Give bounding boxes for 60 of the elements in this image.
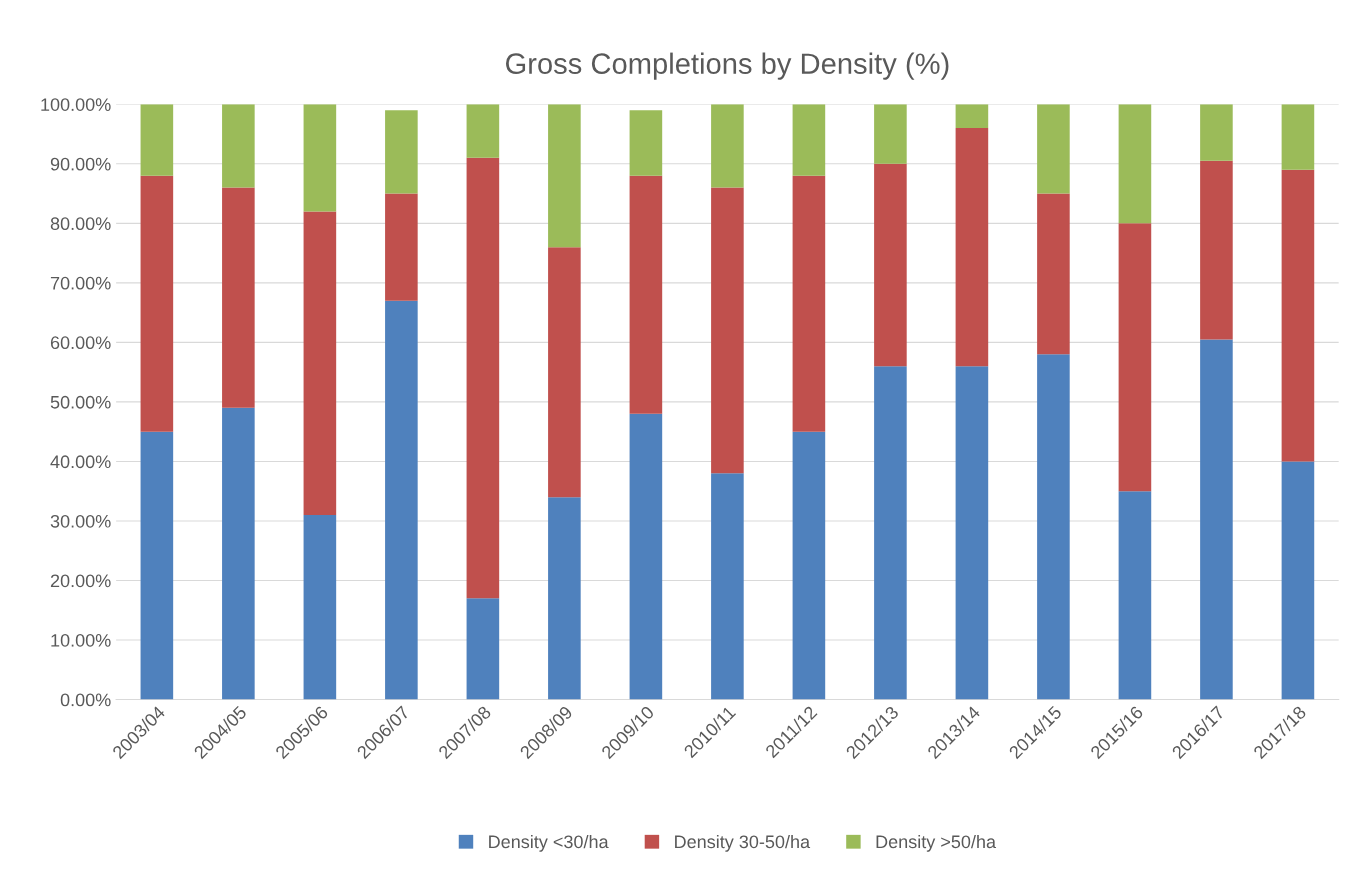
bar bbox=[955, 104, 989, 129]
y-tick-label: 80.00% bbox=[50, 217, 111, 231]
bar bbox=[140, 104, 174, 176]
bar bbox=[1200, 104, 1233, 161]
chart-title: Gross Completions by Density (%) bbox=[506, 52, 949, 80]
bar bbox=[629, 175, 663, 414]
bar bbox=[222, 187, 255, 408]
y-tick-label: 90.00% bbox=[50, 157, 111, 171]
legend-label: Density 30-50/ha bbox=[675, 834, 811, 852]
bar bbox=[955, 366, 989, 700]
bar bbox=[792, 175, 826, 432]
bar bbox=[466, 104, 500, 158]
bar bbox=[222, 407, 255, 700]
y-tick-label: 20.00% bbox=[50, 574, 111, 588]
bar bbox=[711, 104, 744, 188]
bar bbox=[792, 431, 826, 700]
y-tick-label: 10.00% bbox=[51, 633, 111, 647]
bar bbox=[140, 175, 174, 432]
bar bbox=[385, 300, 418, 700]
bar bbox=[1037, 354, 1070, 700]
bar bbox=[874, 163, 907, 367]
y-tick-label: 70.00% bbox=[50, 276, 111, 290]
bar bbox=[1037, 193, 1070, 355]
y-tick-label: 0.00% bbox=[60, 693, 111, 707]
y-tick-label: 60.00% bbox=[50, 336, 111, 350]
bar bbox=[548, 104, 581, 248]
bar bbox=[140, 431, 174, 700]
bar bbox=[385, 193, 418, 301]
bar bbox=[466, 598, 500, 700]
bar bbox=[629, 413, 663, 700]
bar bbox=[385, 110, 418, 194]
bar bbox=[303, 104, 337, 212]
bar bbox=[466, 157, 500, 599]
bar bbox=[1118, 104, 1152, 224]
bar bbox=[711, 187, 744, 474]
y-tick-label: 100.00% bbox=[41, 98, 111, 111]
y-tick-label: 40.00% bbox=[50, 455, 111, 469]
bar bbox=[222, 104, 255, 188]
y-tick-label: 50.00% bbox=[50, 395, 111, 409]
bar bbox=[303, 211, 337, 516]
bar bbox=[1118, 223, 1152, 492]
legend-label: Density >50/ha bbox=[876, 834, 997, 852]
bar bbox=[874, 104, 907, 164]
bar bbox=[1200, 160, 1233, 340]
y-tick-label: 30.00% bbox=[50, 514, 111, 528]
bar bbox=[1281, 461, 1315, 700]
bar bbox=[874, 366, 907, 700]
bar bbox=[548, 497, 581, 700]
bar bbox=[629, 110, 663, 176]
bar bbox=[303, 515, 337, 700]
bar bbox=[1118, 491, 1152, 700]
bar bbox=[1281, 104, 1315, 170]
bar bbox=[1281, 169, 1315, 462]
legend-label: Density <30/ha bbox=[489, 834, 609, 852]
bar bbox=[955, 128, 989, 367]
bar bbox=[1200, 339, 1233, 700]
bar bbox=[711, 473, 744, 700]
bar bbox=[548, 247, 581, 498]
bar bbox=[1037, 104, 1070, 194]
bar bbox=[792, 104, 826, 176]
